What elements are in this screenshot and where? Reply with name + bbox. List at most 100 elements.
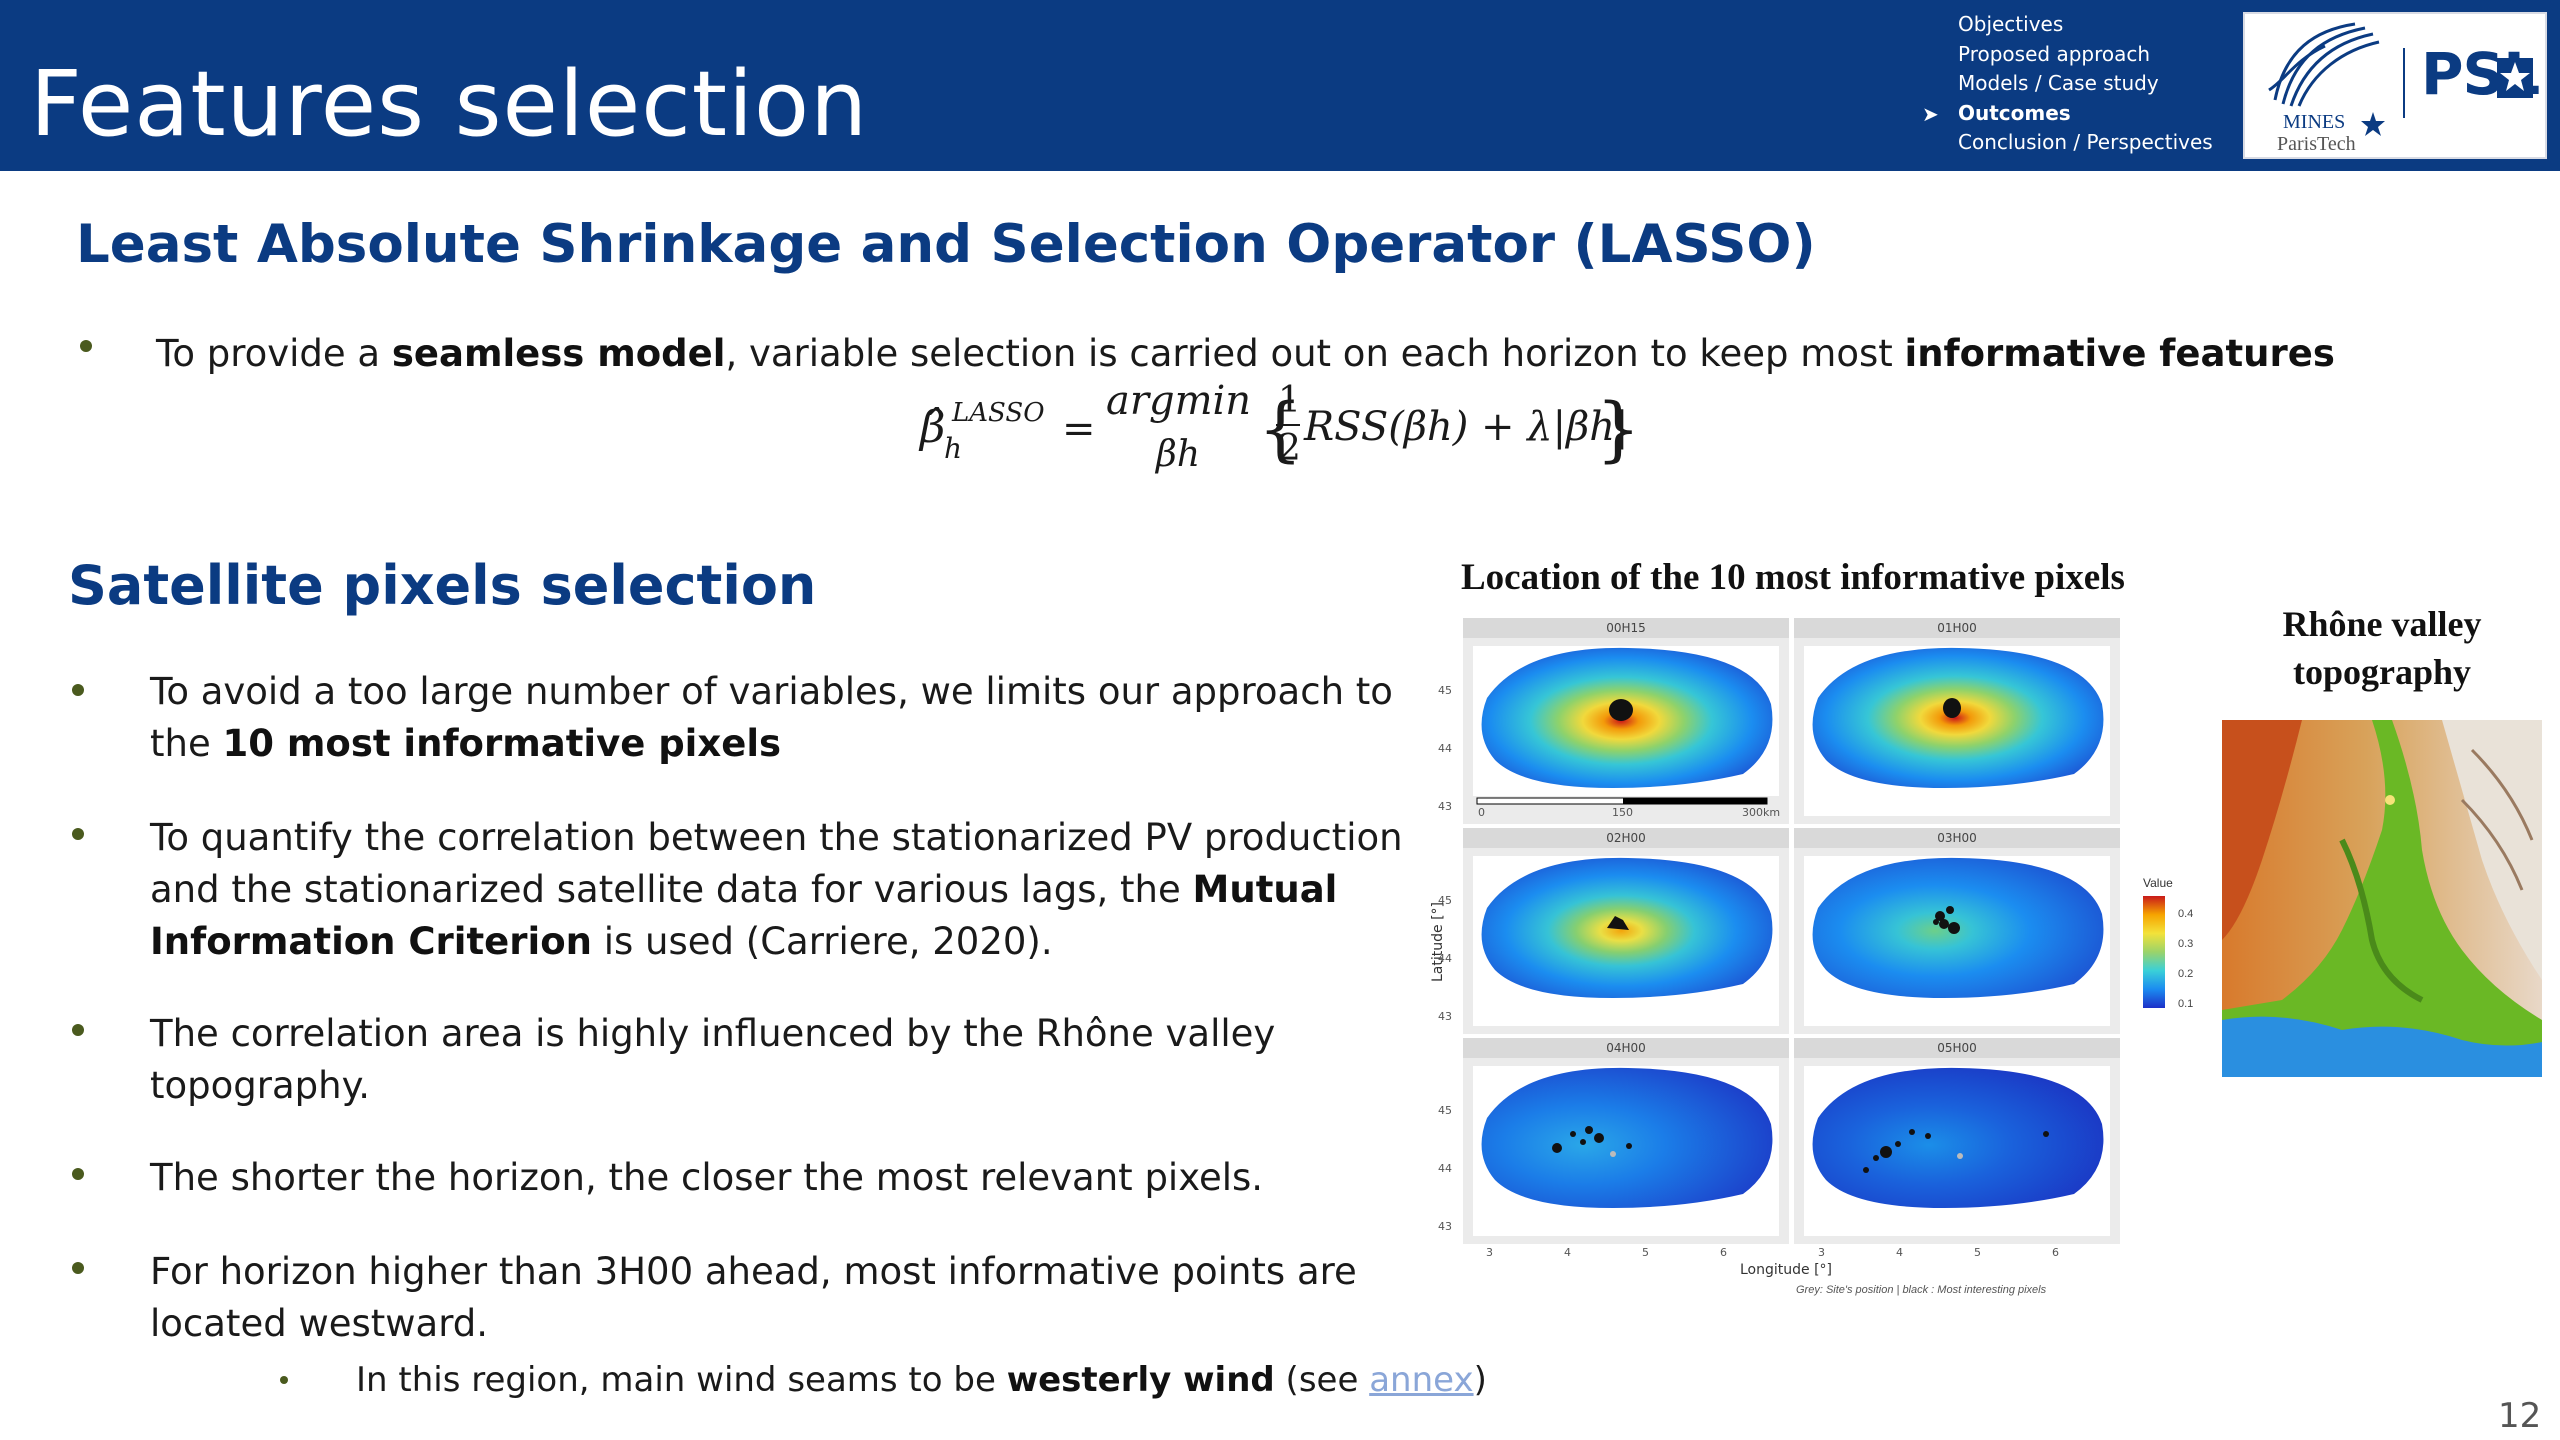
x-tick-label: 6 — [2052, 1246, 2059, 1259]
y-tick-label: 43 — [1438, 1010, 1452, 1023]
legend-tick: 0.1 — [2178, 998, 2194, 1010]
formula-body: RSS(βh) + λ|βh| — [1304, 404, 1629, 450]
x-tick-label: 5 — [1974, 1246, 1981, 1259]
informative-pixels — [1609, 699, 1633, 721]
heatmap-map — [1804, 856, 2110, 1026]
facet-panel: 04H00 — [1463, 1038, 1789, 1244]
bullet-marker — [72, 828, 84, 840]
facet-panel: 00H15 — [1463, 618, 1789, 824]
page-number: 12 — [2498, 1396, 2542, 1436]
y-axis-label: Latitude [°] — [1430, 902, 1446, 982]
formula-frac-bar — [1276, 424, 1300, 426]
x-tick-label: 5 — [1642, 1246, 1649, 1259]
logo-paristech-word: ParisTech — [2277, 133, 2356, 154]
formula-beta-hat: β̂ — [920, 402, 946, 453]
logo-divider — [2403, 48, 2405, 118]
heatmap-map — [1804, 646, 2110, 816]
sub-list-item: In this region, main wind seams to be we… — [356, 1360, 1487, 1400]
nav-item-conclusion-perspectives[interactable]: Conclusion / Perspectives — [1958, 130, 2213, 154]
y-tick-label: 44 — [1438, 1162, 1452, 1175]
topography-title: Rhône valley topography — [2282, 604, 2482, 692]
scale-label: 150 — [1612, 806, 1633, 819]
bullet-marker — [80, 340, 92, 352]
formula-equals: = — [1062, 406, 1096, 452]
informative-pixels — [1607, 916, 1629, 930]
y-tick-label: 44 — [1438, 742, 1452, 755]
formula-argmin: argmin — [1106, 378, 1252, 424]
bullet-marker — [72, 684, 84, 696]
x-tick-label: 4 — [1564, 1246, 1571, 1259]
lasso-formula: β̂ h LASSO = argmin βh { 1 2 RSS(βh) + λ… — [920, 378, 1641, 488]
heatmap-map — [1473, 1066, 1779, 1236]
formula-frac-num: 1 — [1278, 380, 1301, 421]
y-tick-label: 45 — [1438, 894, 1452, 907]
lasso-heading: Least Absolute Shrinkage and Selection O… — [76, 214, 1816, 275]
x-tick-label: 3 — [1818, 1246, 1825, 1259]
x-tick-label: 6 — [1720, 1246, 1727, 1259]
facet-panel: 02H00 — [1463, 828, 1789, 1034]
section-nav: Objectives Proposed approach Models / Ca… — [1922, 12, 2218, 160]
legend-title: Value — [2143, 876, 2173, 890]
topography-image — [2222, 720, 2542, 1077]
heatmap-map — [1473, 856, 1779, 1026]
y-tick-label: 43 — [1438, 1220, 1452, 1233]
nav-item-outcomes-label: Outcomes — [1958, 100, 2071, 125]
nav-item-proposed-approach[interactable]: Proposed approach — [1958, 41, 2151, 66]
y-tick-label: 43 — [1438, 800, 1452, 813]
formula-right-brace: } — [1596, 388, 1641, 470]
legend-tick: 0.4 — [2178, 908, 2194, 920]
facet-label: 02H00 — [1463, 828, 1789, 848]
logo-mines-word: MINES — [2283, 111, 2345, 133]
logo-panel: MINES ParisTech PSL — [2243, 12, 2547, 159]
formula-lasso-superscript: LASSO — [952, 398, 1045, 428]
informative-pixels — [1863, 1129, 2049, 1173]
facet-label: 04H00 — [1463, 1038, 1789, 1058]
figure-caption: Grey: Site's position | black : Most int… — [1796, 1284, 2047, 1296]
y-tick-label: 44 — [1438, 952, 1452, 965]
list-item: The shorter the horizon, the closer the … — [150, 1156, 1264, 1199]
nav-item-objectives[interactable]: Objectives — [1958, 12, 2064, 36]
facet-panel: 01H00 — [1794, 618, 2120, 824]
legend-tick: 0.2 — [2178, 968, 2194, 980]
facet-label: 00H15 — [1463, 618, 1789, 638]
list-item: For horizon higher than 3H00 ahead, most… — [150, 1250, 1357, 1345]
x-axis-label: Longitude [°] — [1740, 1262, 1833, 1278]
formula-argmin-sub: βh — [1156, 434, 1200, 475]
psl-star-icon — [2497, 58, 2533, 98]
figure-title: Location of the 10 most informative pixe… — [1461, 557, 2125, 598]
legend-tick: 0.3 — [2178, 938, 2194, 950]
lasso-bullet-text: To provide a seamless model, variable se… — [156, 332, 2335, 375]
x-tick-label: 3 — [1486, 1246, 1493, 1259]
x-tick-label: 4 — [1896, 1246, 1903, 1259]
bullet-marker — [72, 1024, 84, 1036]
y-tick-label: 45 — [1438, 684, 1452, 697]
color-scale-bar — [2143, 896, 2165, 1008]
informative-pixels — [1943, 698, 1961, 718]
heatmap-map — [1804, 1066, 2110, 1236]
facet-panel: 03H00 — [1794, 828, 2120, 1034]
facet-label: 03H00 — [1794, 828, 2120, 848]
current-section-arrow-icon: ➤ — [1922, 101, 1939, 126]
facet-label: 01H00 — [1794, 618, 2120, 638]
informative-pixels — [1933, 906, 1960, 934]
satellite-heading: Satellite pixels selection — [68, 554, 817, 617]
list-item: To avoid a too large number of variables… — [150, 670, 1393, 765]
formula-beta-subscript: h — [944, 432, 963, 465]
scale-label: 300km — [1742, 806, 1781, 819]
heatmap-map — [1473, 646, 1779, 805]
header-bar: Features selection Objectives Proposed a… — [0, 0, 2560, 171]
nav-item-models-case-study[interactable]: Models / Case study — [1958, 71, 2159, 95]
bullet-marker — [72, 1262, 84, 1274]
informative-pixels — [1552, 1126, 1632, 1153]
slide-title: Features selection — [30, 52, 869, 157]
scale-label: 0 — [1478, 806, 1485, 819]
y-tick-label: 45 — [1438, 1104, 1452, 1117]
list-item: To quantify the correlation between the … — [150, 816, 1403, 963]
annex-link[interactable]: annex — [1369, 1360, 1474, 1400]
formula-left-brace: { — [1258, 388, 1303, 470]
nav-item-outcomes[interactable]: ➤ Outcomes — [1922, 100, 2218, 131]
bullet-marker — [72, 1168, 84, 1180]
facet-panel: 05H00 — [1794, 1038, 2120, 1244]
facet-label: 05H00 — [1794, 1038, 2120, 1058]
mines-paristech-logo: MINES ParisTech — [2268, 22, 2385, 154]
